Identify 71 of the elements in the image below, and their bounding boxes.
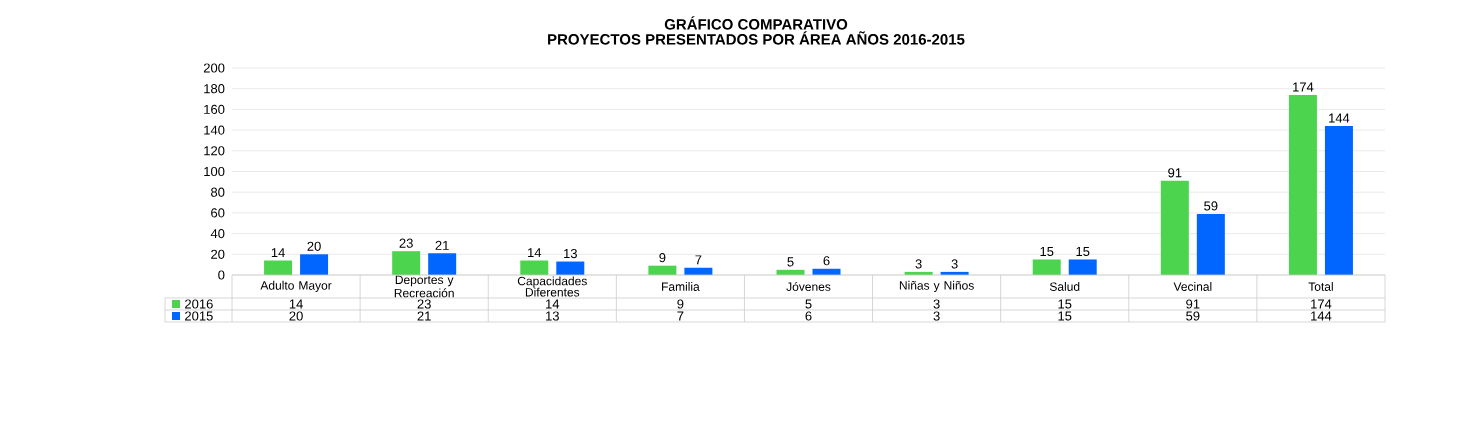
x-tick-label: Niñas y Niños xyxy=(899,280,974,293)
text: 3 xyxy=(951,259,958,269)
text: 6 xyxy=(823,256,830,266)
x-tick-label: Adulto Mayor xyxy=(260,280,332,293)
y-tick-label: 60 xyxy=(211,208,225,218)
text: 15 xyxy=(1076,246,1090,257)
bar xyxy=(264,260,293,275)
x-tick-label: Vecinal xyxy=(1173,282,1212,291)
data-label: 3 xyxy=(933,311,940,321)
data-label: 5 xyxy=(805,299,812,309)
text: 23 xyxy=(399,238,413,248)
y-tick-label: 160 xyxy=(204,104,225,114)
x-tick-label: Total xyxy=(1308,282,1333,291)
text: 7 xyxy=(695,255,702,265)
text: 5 xyxy=(787,257,794,267)
y-tick-label: 180 xyxy=(204,84,225,94)
text: 20 xyxy=(307,241,321,251)
text: 59 xyxy=(1204,201,1218,211)
text: 3 xyxy=(915,259,922,269)
legend-label: 2015 xyxy=(185,311,213,321)
text: 14 xyxy=(528,248,542,258)
data-label: 15 xyxy=(1058,311,1072,321)
text: 174 xyxy=(1293,82,1314,92)
data-label: 174 xyxy=(1311,299,1332,309)
data-label: 23 xyxy=(417,299,431,309)
data-label: 20 xyxy=(289,311,303,321)
text: 14 xyxy=(271,248,285,258)
bar xyxy=(428,253,457,275)
text: 144 xyxy=(1329,113,1350,123)
chart-subtitle: PROYECTOS PRESENTADOS POR ÁREA AÑOS 2016-2015 xyxy=(548,31,965,45)
x-tick-label: Jóvenes xyxy=(786,282,831,291)
data-label: 6 xyxy=(805,311,812,321)
bar xyxy=(520,260,549,275)
y-tick-label: 100 xyxy=(204,166,225,177)
bar xyxy=(300,254,329,275)
legend-label: 2016 xyxy=(185,299,213,309)
text: 13 xyxy=(564,248,577,259)
x-tick-label: Capacidades Diferentes xyxy=(517,276,587,297)
chart-title: GRÁFICO COMPARATIVO xyxy=(664,16,848,30)
text: 15 xyxy=(1040,246,1054,257)
bar xyxy=(1288,94,1317,275)
bar xyxy=(1160,180,1189,275)
bar xyxy=(1032,259,1061,275)
y-tick-label: 0 xyxy=(218,270,225,280)
x-tick-label: Deportes y Recreación xyxy=(394,275,454,298)
data-label: 7 xyxy=(677,311,684,321)
y-tick-label: 200 xyxy=(203,63,225,73)
text: 9 xyxy=(659,253,666,263)
bar xyxy=(1196,213,1225,275)
data-label: 91 xyxy=(1186,299,1200,309)
data-label: 13 xyxy=(546,311,559,321)
data-label: 14 xyxy=(289,299,303,309)
x-tick-label: Familia xyxy=(662,282,700,291)
text: 91 xyxy=(1168,168,1182,178)
data-label: 14 xyxy=(546,299,560,309)
data-label: 21 xyxy=(417,311,431,321)
data-label: 144 xyxy=(1311,311,1332,321)
y-tick-label: 40 xyxy=(210,229,225,239)
bar xyxy=(392,251,421,275)
data-label: 3 xyxy=(933,299,940,309)
y-tick-label: 140 xyxy=(204,125,225,135)
data-label: 15 xyxy=(1058,299,1072,309)
text: 21 xyxy=(435,240,449,250)
data-label: 59 xyxy=(1186,311,1200,321)
x-tick-label: Salud xyxy=(1049,282,1080,291)
y-tick-label: 80 xyxy=(211,187,225,197)
bar xyxy=(1324,125,1353,275)
data-label: 9 xyxy=(677,299,684,309)
y-tick-label: 20 xyxy=(211,249,225,259)
y-tick-label: 120 xyxy=(204,146,225,156)
bar xyxy=(1068,259,1097,275)
